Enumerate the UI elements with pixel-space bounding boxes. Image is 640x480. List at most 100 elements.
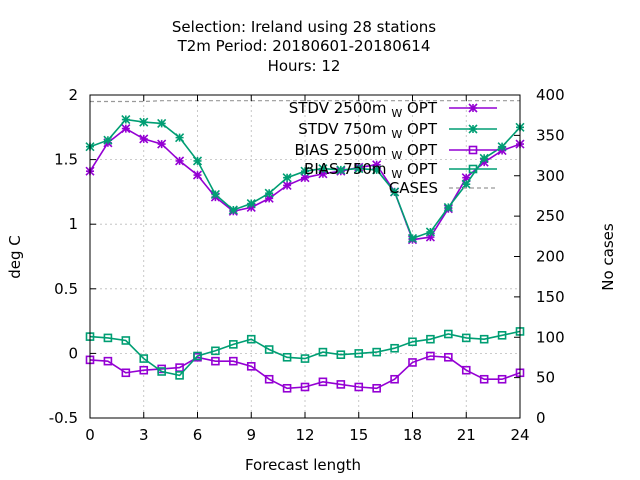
data-point-stdv-750m (497, 142, 507, 152)
legend-entry-stdv-750m: STDV 750m W OPT (298, 120, 497, 141)
data-point-bias-2500m (139, 365, 149, 375)
y-tick-label: -0.5 (49, 409, 78, 427)
axis-ticks: 0 3 6 9 12 15 18 21 24 -0.5 0 0.5 1 1.5 2 0 50 100 150 200 2… (49, 86, 565, 444)
data-point-stdv-750m (228, 205, 238, 215)
x-tick-label: 21 (457, 426, 476, 444)
data-point-stdv-750m (103, 135, 113, 145)
data-point-stdv-2500m (300, 173, 310, 183)
legend-entry-bias-750m: BIAS 750m W OPT (304, 160, 497, 181)
y2-axis-label: No cases (599, 223, 617, 291)
chart-title-line-3: Hours: 12 (268, 57, 341, 75)
legend-label-tail: OPT (402, 99, 438, 117)
chart-title: Selection: Ireland using 28 stations T2m… (172, 18, 436, 75)
data-point-bias-750m (193, 351, 202, 361)
legend-label-subscript: W (391, 149, 402, 162)
data-point-bias-2500m (408, 358, 417, 367)
data-point-stdv-750m (282, 173, 292, 183)
data-point-bias-2500m (264, 374, 274, 384)
series-line-cases (90, 100, 520, 103)
x-tick-label: 9 (246, 426, 256, 444)
data-point-bias-750m (461, 333, 471, 343)
data-point-bias-750m (246, 334, 256, 344)
x-tick-label: 0 (85, 426, 95, 444)
data-point-stdv-750m (372, 165, 382, 175)
data-point-stdv-2500m (157, 139, 167, 149)
data-point-stdv-750m (300, 166, 310, 176)
x-tick-label: 24 (510, 426, 529, 444)
legend-marker-stdv-2500m (468, 103, 478, 113)
data-point-bias-750m (121, 336, 131, 345)
data-point-stdv-2500m (318, 169, 328, 179)
data-point-stdv-750m (354, 164, 364, 174)
legend-marker-stdv-750m (468, 124, 478, 134)
y-tick-label: 0 (68, 344, 78, 362)
data-point-bias-2500m (479, 374, 489, 384)
data-point-bias-750m (372, 347, 381, 357)
data-point-bias-750m (175, 371, 184, 380)
data-point-stdv-750m (390, 187, 400, 197)
x-tick-label: 6 (193, 426, 203, 444)
series-stdv-750m (85, 114, 525, 243)
legend-label-stdv-2500m: STDV 2500m W OPT (289, 99, 438, 120)
legend-label-bias-2500m: BIAS 2500m W OPT (294, 141, 437, 162)
legend-entry-stdv-2500m: STDV 2500m W OPT (289, 99, 497, 120)
data-point-bias-750m (139, 354, 149, 363)
chart-title-line-2: T2m Period: 20180601-20180614 (177, 37, 431, 55)
data-point-bias-2500m (336, 380, 346, 389)
y2-tick-label: 400 (536, 86, 565, 104)
y-tick-label: 2 (68, 86, 78, 104)
data-point-stdv-750m (443, 202, 453, 212)
series-cases (90, 100, 520, 103)
data-point-bias-2500m (354, 382, 364, 392)
chart-title-line-1: Selection: Ireland using 28 stations (172, 18, 436, 36)
data-point-stdv-750m (246, 198, 256, 209)
data-point-bias-2500m (121, 368, 131, 378)
data-point-stdv-750m (407, 233, 418, 243)
data-point-bias-750m (103, 333, 113, 343)
data-point-bias-2500m (318, 377, 328, 387)
data-point-bias-750m (300, 354, 310, 363)
data-point-stdv-750m (192, 156, 203, 166)
y2-tick-label: 0 (536, 409, 546, 427)
legend-label-tail: OPT (402, 120, 438, 138)
legend-label-tail: OPT (402, 141, 438, 159)
data-point-stdv-2500m (425, 232, 435, 242)
x-tick-label: 12 (295, 426, 314, 444)
data-point-bias-2500m (372, 383, 381, 393)
data-point-bias-750m (426, 334, 435, 344)
x-tick-label: 15 (349, 426, 368, 444)
x-tick-label: 18 (403, 426, 422, 444)
data-point-bias-750m (390, 343, 399, 353)
y-axis-label: deg C (6, 235, 24, 279)
legend-label-subscript: W (391, 168, 402, 181)
y2-tick-label: 50 (536, 369, 555, 387)
data-point-bias-750m (282, 352, 292, 362)
data-point-bias-750m (157, 367, 166, 376)
data-point-bias-2500m (390, 374, 399, 384)
data-point-stdv-750m (336, 165, 346, 175)
data-point-bias-750m (336, 350, 346, 359)
y-tick-label: 1.5 (54, 151, 78, 169)
y2-tick-label: 200 (536, 248, 565, 266)
legend-label-name: BIAS 750m (304, 160, 391, 178)
data-point-stdv-750m (121, 114, 131, 125)
y2-tick-label: 300 (536, 167, 565, 185)
data-point-bias-2500m (444, 352, 453, 362)
data-point-stdv-2500m (192, 170, 203, 180)
data-point-stdv-2500m (372, 160, 382, 170)
legend-marker-bias-2500m (468, 145, 478, 155)
y2-tick-label: 250 (536, 207, 565, 225)
series-bias-750m (85, 327, 525, 380)
data-point-bias-2500m (300, 382, 310, 392)
data-point-bias-2500m (246, 362, 256, 371)
x-axis-label: Forecast length (245, 456, 361, 474)
y2-tick-label: 350 (536, 126, 565, 144)
data-point-stdv-2500m (121, 124, 131, 134)
data-point-stdv-750m (318, 164, 328, 174)
data-point-bias-2500m (282, 383, 292, 393)
legend-label-name: BIAS 2500m (294, 141, 391, 159)
data-point-bias-750m (211, 346, 220, 356)
x-tick-label: 3 (139, 426, 149, 444)
data-point-bias-750m (497, 331, 507, 340)
